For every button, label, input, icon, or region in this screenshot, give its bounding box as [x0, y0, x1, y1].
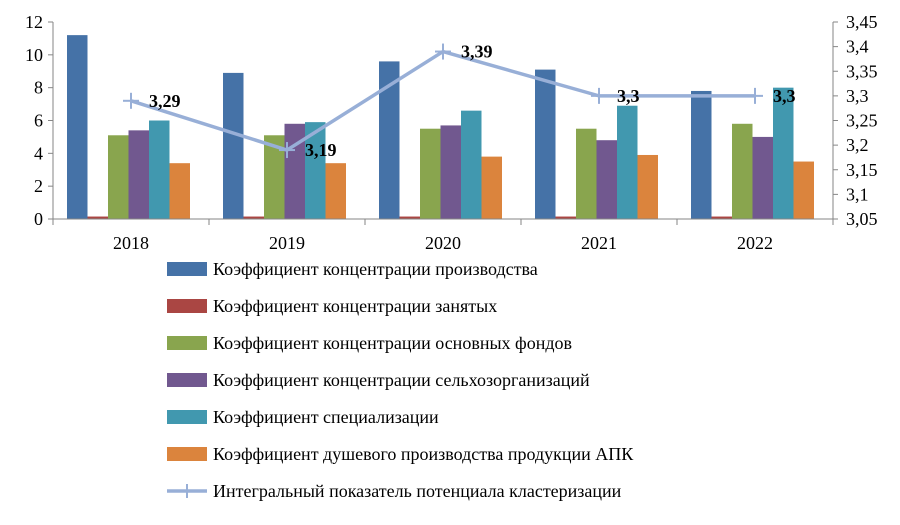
bar-2-2020	[399, 216, 420, 219]
bars-group	[67, 35, 814, 220]
line-point-2021	[591, 87, 607, 104]
bar-6-2022	[793, 161, 814, 219]
legend-swatch	[167, 299, 207, 313]
x-tick-label-2019: 2019	[269, 233, 305, 253]
bar-5-2021	[617, 105, 638, 219]
legend-swatch	[167, 447, 207, 461]
bar-3-2021	[576, 128, 597, 219]
legend-swatch	[167, 336, 207, 350]
bar-4-2021	[596, 140, 617, 219]
bar-3-2022	[732, 123, 753, 219]
line-point-2018	[123, 92, 139, 109]
y-left-tick-label: 6	[34, 111, 43, 131]
x-tick-label-2021: 2021	[581, 233, 617, 253]
axes-group: 0 2 4 6 8 10 12 3,05 3,1 3,15 3,2 3,25 3,3 3,35 3,4 3,4…	[25, 12, 878, 253]
bar-2-2021	[555, 216, 576, 219]
y-left-tick-label: 12	[25, 12, 43, 32]
legend-label: Коэффициент душевого производства продук…	[213, 444, 634, 464]
y-left-tick-label: 10	[25, 45, 43, 65]
line-data-label-2020: 3,39	[461, 42, 493, 62]
legend-item-2: Коэффициент концентрации занятых	[167, 296, 497, 316]
legend-item-6: Коэффициент душевого производства продук…	[167, 444, 634, 464]
bar-3-2020	[420, 128, 441, 219]
y-right-tick-label: 3,1	[846, 184, 869, 204]
y-left-tick-label: 2	[34, 176, 43, 196]
legend-item-5: Коэффициент специализации	[167, 407, 439, 427]
y-right-tick-label: 3,25	[846, 111, 878, 131]
bar-1-2021	[535, 69, 556, 219]
y-right-tick-label: 3,05	[846, 209, 878, 229]
legend-label: Коэффициент концентрации занятых	[213, 296, 497, 316]
bar-6-2020	[481, 156, 502, 219]
bar-1-2022	[691, 90, 712, 219]
line-point-2020	[435, 43, 451, 60]
bar-2-2018	[87, 216, 108, 219]
bar-1-2018	[67, 35, 88, 220]
legend-label: Коэффициент концентрации сельхозорганиза…	[213, 370, 590, 390]
legend-item-1: Коэффициент концентрации производства	[167, 259, 538, 279]
bar-4-2019	[284, 123, 305, 219]
legend-label: Коэффициент специализации	[213, 407, 439, 427]
bar-6-2019	[325, 163, 346, 219]
bar-6-2018	[169, 163, 190, 219]
bar-5-2018	[149, 120, 170, 219]
bar-2-2022	[711, 216, 732, 219]
legend-label: Коэффициент концентрации производства	[213, 259, 538, 279]
line-point-2019	[279, 142, 295, 159]
y-left-tick-label: 4	[34, 143, 43, 163]
y-right-tick-label: 3,35	[846, 61, 878, 81]
bar-3-2019	[264, 135, 285, 219]
line-data-label-2019: 3,19	[305, 140, 337, 160]
legend-item-3: Коэффициент концентрации основных фондов	[167, 333, 572, 353]
legend: Коэффициент концентрации производства Коэ…	[167, 259, 634, 501]
legend-swatch	[167, 262, 207, 276]
legend-label: Коэффициент концентрации основных фондов	[213, 333, 572, 353]
y-right-tick-label: 3,15	[846, 160, 878, 180]
bar-1-2020	[379, 61, 400, 220]
x-tick-label-2018: 2018	[113, 233, 149, 253]
line-point-2022	[747, 87, 763, 104]
legend-swatch	[167, 410, 207, 424]
bar-5-2022	[773, 87, 794, 220]
legend-label: Интегральный показатель потенциала класт…	[213, 481, 622, 501]
legend-item-line: Интегральный показатель потенциала класт…	[167, 481, 622, 501]
bar-3-2018	[108, 135, 129, 219]
bar-2-2019	[243, 216, 264, 219]
y-right-tick-label: 3,3	[846, 86, 869, 106]
bar-4-2018	[128, 130, 149, 219]
y-right-tick-label: 3,45	[846, 12, 878, 32]
legend-swatch	[167, 373, 207, 387]
bar-5-2020	[461, 110, 482, 219]
x-tick-label-2022: 2022	[737, 233, 773, 253]
bar-6-2021	[637, 154, 658, 219]
line-data-label-2022: 3,3	[773, 86, 796, 106]
line-data-label-2021: 3,3	[617, 86, 640, 106]
y-right-tick-label: 3,4	[846, 37, 869, 57]
bar-4-2022	[752, 136, 773, 219]
bar-4-2020	[440, 125, 461, 219]
y-left-tick-label: 8	[34, 78, 43, 98]
line-series-group: 3,29 3,19 3,39 3,3 3,3	[123, 42, 796, 160]
x-tick-label-2020: 2020	[425, 233, 461, 253]
line-data-label-2018: 3,29	[149, 91, 181, 111]
y-left-tick-label: 0	[34, 209, 43, 229]
y-right-tick-label: 3,2	[846, 135, 869, 155]
bar-5-2019	[305, 122, 326, 219]
legend-item-4: Коэффициент концентрации сельхозорганиза…	[167, 370, 590, 390]
bar-1-2019	[223, 72, 244, 220]
